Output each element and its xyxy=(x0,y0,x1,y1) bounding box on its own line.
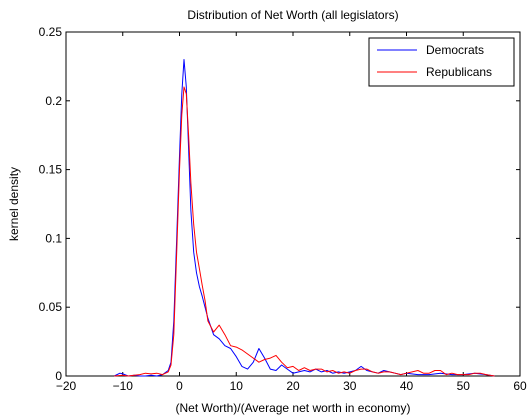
x-axis-label: (Net Worth)/(Average net worth in econom… xyxy=(176,401,411,415)
y-tick-label: 0 xyxy=(55,369,62,383)
legend-label-democrats: Democrats xyxy=(426,43,484,57)
y-tick-label: 0.1 xyxy=(45,231,62,245)
y-axis: 0 0.05 0.1 0.15 0.2 0.25 xyxy=(39,25,520,383)
legend-box xyxy=(368,37,515,87)
y-tick-label: 0.05 xyxy=(39,300,63,314)
x-tick-label: 20 xyxy=(286,379,300,393)
series-lines xyxy=(113,59,495,377)
chart-title: Distribution of Net Worth (all legislato… xyxy=(187,8,398,22)
plot-area xyxy=(65,31,521,377)
legend: Democrats Republicans xyxy=(368,37,515,87)
x-tick-label: 60 xyxy=(513,379,527,393)
x-tick-label: 40 xyxy=(400,379,414,393)
x-axis: −20 −10 0 10 20 30 40 50 60 xyxy=(56,32,527,393)
y-axis-label: kernel density xyxy=(7,167,21,241)
y-tick-label: 0.15 xyxy=(39,163,63,177)
x-tick-label: 10 xyxy=(230,379,244,393)
x-tick-label: 30 xyxy=(343,379,357,393)
x-tick-label: 0 xyxy=(176,379,183,393)
x-tick-label: −20 xyxy=(56,379,77,393)
x-tick-label: 50 xyxy=(457,379,471,393)
x-tick-label: −10 xyxy=(113,379,134,393)
y-tick-label: 0.25 xyxy=(39,25,63,39)
legend-label-republicans: Republicans xyxy=(426,65,492,79)
y-tick-label: 0.2 xyxy=(45,94,62,108)
series-line-republicans xyxy=(114,86,495,377)
